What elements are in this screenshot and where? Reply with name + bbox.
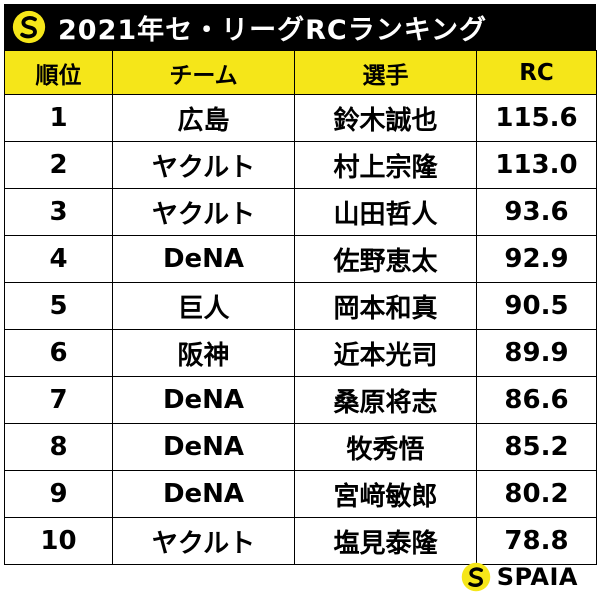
rc-cell: 86.6: [476, 376, 597, 424]
footer-logo: SPAIA: [461, 562, 578, 592]
page-title: 2021年セ・リーグRCランキング: [58, 14, 487, 46]
team-cell: DeNA: [112, 376, 295, 424]
rank-cell: 10: [4, 517, 113, 565]
spaia-logo-icon: [461, 562, 490, 592]
header-team: チーム: [112, 50, 295, 95]
rc-cell: 90.5: [476, 282, 597, 330]
table-row: 7 DeNA 桑原将志 86.6: [4, 376, 597, 424]
table-header-row: 順位 チーム 選手 RC: [4, 50, 597, 95]
player-cell: 宮﨑敏郎: [294, 470, 477, 518]
team-cell: DeNA: [112, 423, 295, 471]
table-row: 10 ヤクルト 塩見泰隆 78.8: [4, 517, 597, 565]
player-cell: 牧秀悟: [294, 423, 477, 471]
player-cell: 岡本和真: [294, 282, 477, 330]
team-cell: ヤクルト: [112, 517, 295, 565]
rank-cell: 3: [4, 188, 113, 236]
team-cell: ヤクルト: [112, 188, 295, 236]
team-cell: DeNA: [112, 235, 295, 283]
table-row: 3 ヤクルト 山田哲人 93.6: [4, 188, 597, 236]
player-cell: 佐野恵太: [294, 235, 477, 283]
team-cell: ヤクルト: [112, 141, 295, 189]
player-cell: 鈴木誠也: [294, 94, 477, 142]
rank-cell: 5: [4, 282, 113, 330]
player-cell: 山田哲人: [294, 188, 477, 236]
rc-cell: 92.9: [476, 235, 597, 283]
rank-cell: 4: [4, 235, 113, 283]
rc-cell: 85.2: [476, 423, 597, 471]
player-cell: 桑原将志: [294, 376, 477, 424]
rc-cell: 93.6: [476, 188, 597, 236]
table-row: 8 DeNA 牧秀悟 85.2: [4, 423, 597, 471]
player-cell: 村上宗隆: [294, 141, 477, 189]
table-row: 1 広島 鈴木誠也 115.6: [4, 94, 597, 142]
team-cell: DeNA: [112, 470, 295, 518]
ranking-table: 順位 チーム 選手 RC 1 広島 鈴木誠也 115.6 2 ヤクルト 村上宗隆…: [4, 50, 597, 565]
rc-cell: 78.8: [476, 517, 597, 565]
rank-cell: 7: [4, 376, 113, 424]
team-cell: 阪神: [112, 329, 295, 377]
header-rc: RC: [476, 50, 597, 95]
rank-cell: 1: [4, 94, 113, 142]
title-bar: 2021年セ・リーグRCランキング: [4, 4, 596, 50]
rc-cell: 113.0: [476, 141, 597, 189]
rank-cell: 2: [4, 141, 113, 189]
team-cell: 広島: [112, 94, 295, 142]
rank-cell: 6: [4, 329, 113, 377]
table-row: 6 阪神 近本光司 89.9: [4, 329, 597, 377]
table-row: 4 DeNA 佐野恵太 92.9: [4, 235, 597, 283]
rc-cell: 80.2: [476, 470, 597, 518]
rank-cell: 8: [4, 423, 113, 471]
spaia-logo-icon: [12, 10, 46, 44]
table-row: 2 ヤクルト 村上宗隆 113.0: [4, 141, 597, 189]
team-cell: 巨人: [112, 282, 295, 330]
table-row: 5 巨人 岡本和真 90.5: [4, 282, 597, 330]
table-row: 9 DeNA 宮﨑敏郎 80.2: [4, 470, 597, 518]
rc-cell: 115.6: [476, 94, 597, 142]
header-rank: 順位: [4, 50, 113, 95]
header-player: 選手: [294, 50, 477, 95]
player-cell: 近本光司: [294, 329, 477, 377]
brand-name: SPAIA: [496, 563, 578, 591]
player-cell: 塩見泰隆: [294, 517, 477, 565]
rank-cell: 9: [4, 470, 113, 518]
rc-cell: 89.9: [476, 329, 597, 377]
